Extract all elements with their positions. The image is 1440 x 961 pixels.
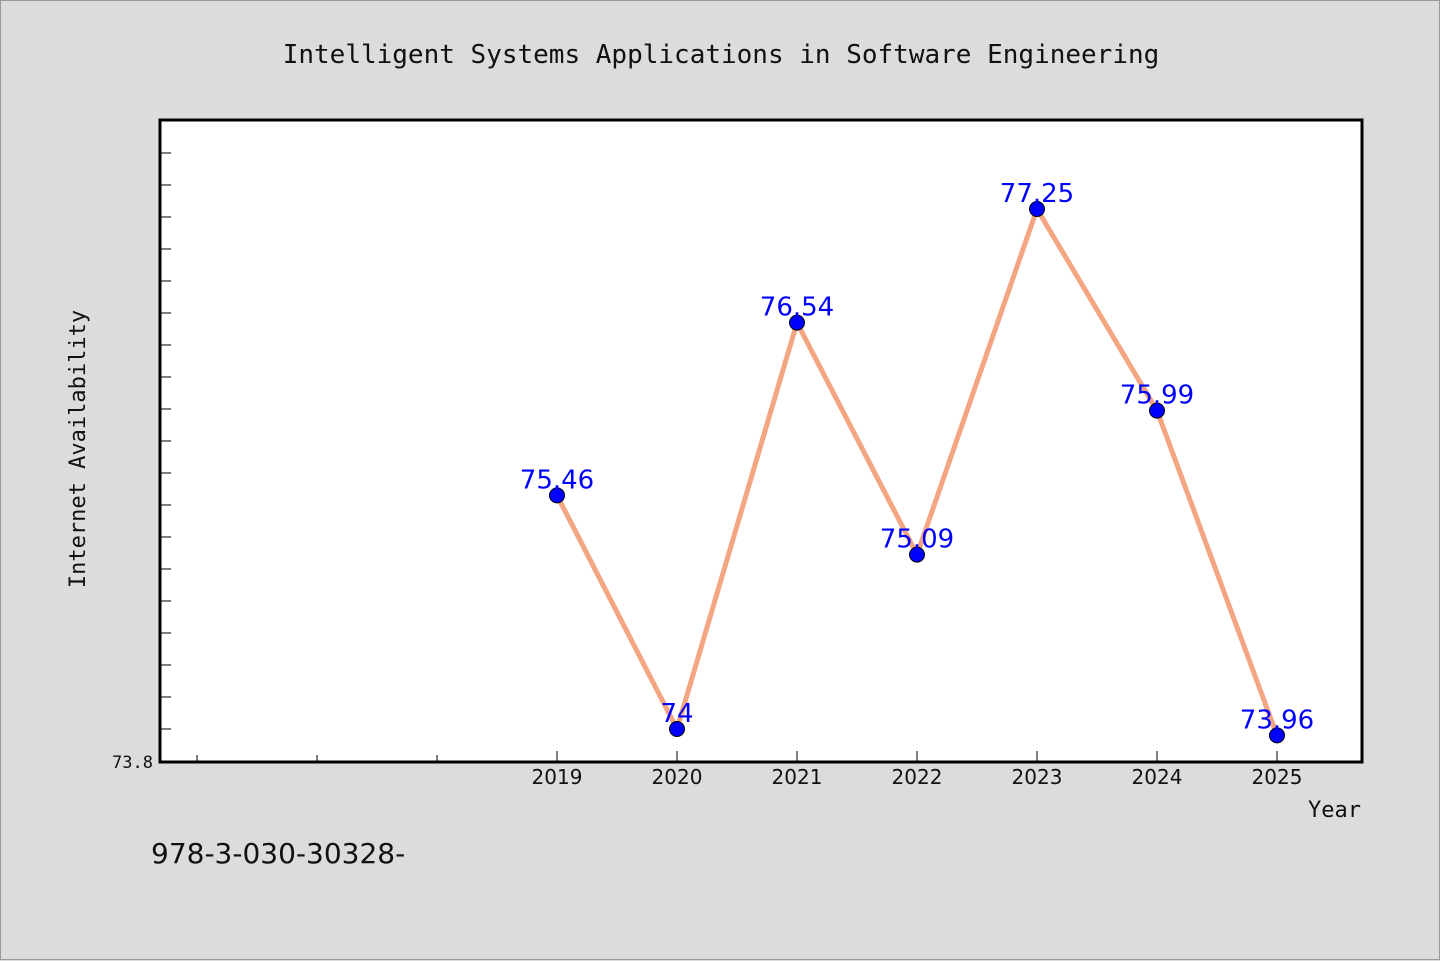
x-axis-title: Year: [1308, 798, 1361, 823]
data-label: 73.96: [1240, 705, 1314, 735]
data-label: 74: [660, 699, 693, 729]
x-tick-label: 2023: [1012, 765, 1063, 789]
data-point: [909, 546, 925, 563]
data-labels: 75.46 74 76.54 75.09 77.25 75.99 73.96: [520, 179, 1314, 735]
x-tick-label: 2025: [1252, 765, 1303, 789]
footer-code: 978-3-030-30328-: [151, 837, 405, 870]
y-axis-minor-ticks: [161, 152, 171, 730]
data-label: 75.46: [520, 465, 594, 495]
data-label: 75.09: [880, 525, 954, 555]
data-point: [669, 721, 685, 737]
series-markers: [549, 201, 1285, 744]
data-point: [1029, 201, 1045, 217]
data-point: [549, 487, 565, 504]
x-tick-label: 2021: [772, 765, 823, 789]
chart-title: Intelligent Systems Applications in Soft…: [283, 40, 1160, 70]
x-tick-label: 2019: [532, 765, 583, 789]
x-tick-label: 2022: [892, 765, 943, 789]
x-tick-label: 2024: [1132, 765, 1183, 789]
data-point: [789, 314, 805, 331]
x-axis-minor-ticks: [196, 755, 438, 761]
x-axis-ticks: 2019 2020 2021 2022 2023 2024 2025: [532, 751, 1303, 789]
y-tick-label: 73.8: [112, 753, 153, 773]
data-label: 77.25: [1000, 179, 1074, 209]
data-label: 75.99: [1120, 381, 1194, 411]
data-point: [1149, 402, 1165, 419]
data-point: [1269, 727, 1285, 744]
x-tick-label: 2020: [652, 765, 703, 789]
data-label: 76.54: [760, 293, 834, 323]
y-axis-title: Internet Availability: [66, 310, 91, 588]
